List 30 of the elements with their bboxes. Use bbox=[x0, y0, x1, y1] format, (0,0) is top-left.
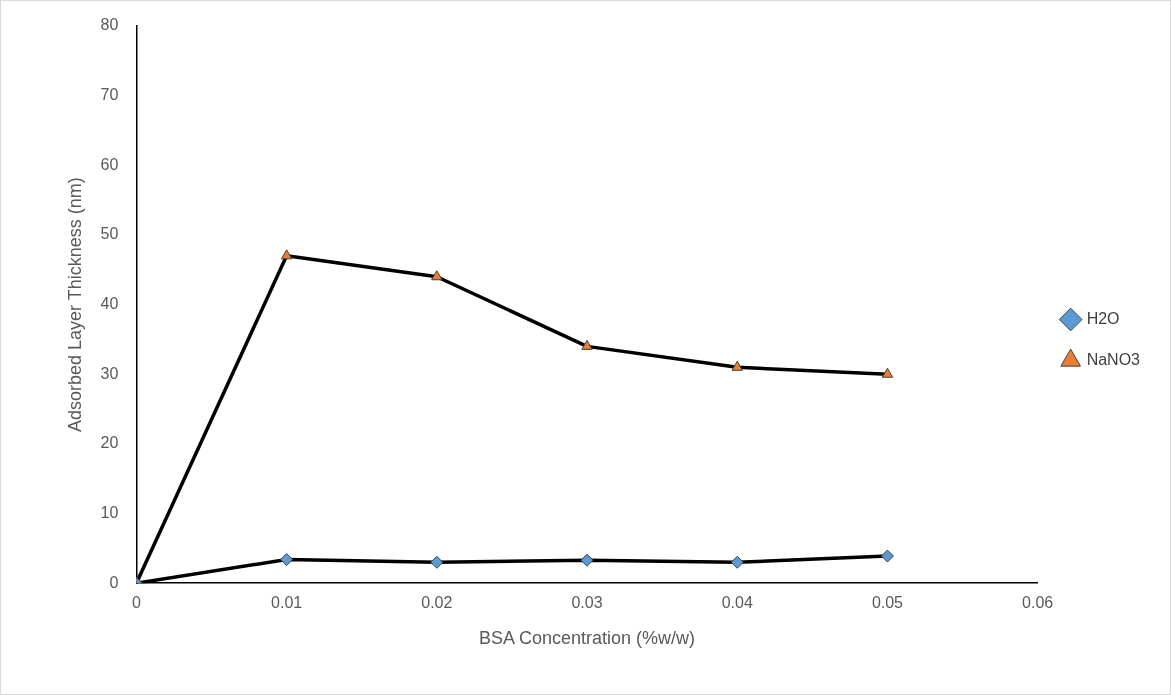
point bbox=[731, 360, 743, 371]
point bbox=[730, 555, 744, 569]
point bbox=[881, 367, 894, 378]
y-tick-label: 70 bbox=[100, 86, 119, 104]
x-tick-label: 0.03 bbox=[571, 594, 603, 612]
y-tick-label: 10 bbox=[100, 503, 119, 521]
point bbox=[430, 555, 444, 569]
point bbox=[880, 549, 894, 563]
y-tick-label: 0 bbox=[109, 573, 119, 591]
x-tick-label: 0.01 bbox=[271, 594, 303, 612]
x-tick-label: 0.06 bbox=[1022, 594, 1054, 612]
point bbox=[580, 553, 594, 567]
x-tick-label: 0.05 bbox=[871, 594, 904, 612]
y-tick-label: 20 bbox=[100, 434, 119, 452]
y-axis-title: Adsorbed Layer Thickness (nm) bbox=[64, 177, 85, 432]
x-axis-title: BSA Concentration (%w/w) bbox=[478, 628, 696, 649]
x-tick-label: 0.02 bbox=[421, 594, 453, 612]
y-tick-label: 50 bbox=[100, 225, 119, 243]
legend-label: H2O bbox=[1086, 309, 1120, 327]
x-tick-label: 0 bbox=[131, 594, 141, 612]
legend-label: NaNO3 bbox=[1086, 350, 1141, 368]
point bbox=[280, 249, 293, 260]
point bbox=[581, 339, 593, 350]
x-tick-label: 0.04 bbox=[721, 594, 753, 612]
y-tick-label: 30 bbox=[100, 364, 119, 382]
y-tick-label: 80 bbox=[100, 16, 119, 34]
point bbox=[431, 270, 443, 281]
point bbox=[280, 553, 294, 567]
y-tick-label: 40 bbox=[100, 295, 119, 313]
y-tick-label: 60 bbox=[100, 155, 119, 173]
